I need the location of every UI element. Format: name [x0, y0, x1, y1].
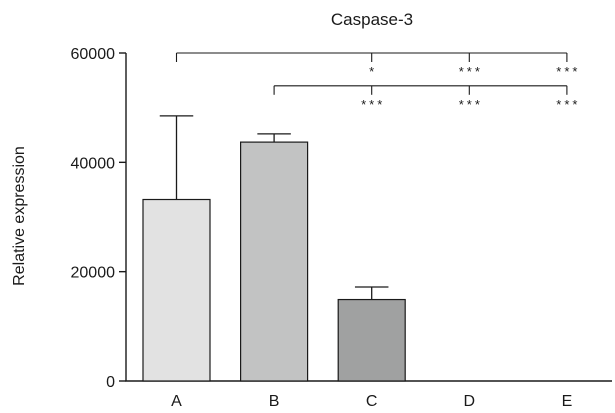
x-tick-label: A: [171, 393, 182, 410]
x-tick-label: D: [464, 393, 476, 410]
significance-label: ***: [556, 64, 580, 79]
x-tick-label: B: [269, 393, 280, 410]
y-tick-label: 0: [106, 374, 115, 391]
bar-A: [142, 198, 211, 382]
y-tick-label: 60000: [71, 46, 116, 63]
significance-label: *: [369, 64, 377, 79]
y-tick-label: 40000: [71, 155, 116, 172]
significance-label: ***: [556, 97, 580, 112]
significance-label: ***: [459, 64, 483, 79]
x-tick-label: C: [366, 393, 378, 410]
x-tick-label: E: [562, 393, 573, 410]
significance-label: ***: [361, 97, 385, 112]
significance-brackets: * *** ****** *** ***: [175, 52, 580, 112]
bar-C: [337, 298, 406, 382]
y-axis-label: Relative expression: [11, 146, 28, 286]
y-tick-label: 20000: [71, 265, 116, 282]
chart-title: Caspase-3: [331, 10, 413, 29]
bar-B: [240, 141, 309, 382]
significance-label: ***: [459, 97, 483, 112]
bars: [142, 115, 406, 382]
